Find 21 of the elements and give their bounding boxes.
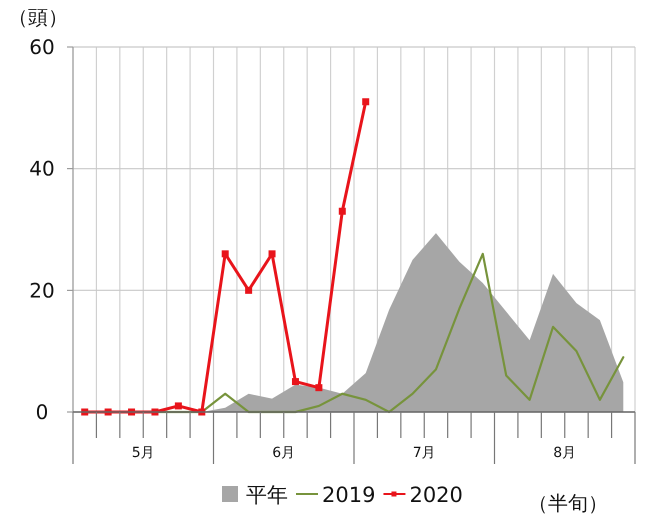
point <box>362 98 370 106</box>
x-axis-title: （半旬） <box>528 491 608 515</box>
y-axis-title: （頭） <box>8 5 68 29</box>
legend-label: 2020 <box>409 483 463 507</box>
point <box>338 208 346 215</box>
point <box>268 250 276 258</box>
text: 7月 <box>412 445 436 461</box>
y-tick-label: 60 <box>29 35 55 59</box>
point <box>174 402 182 410</box>
point <box>315 384 322 392</box>
y-tick-label: 40 <box>29 156 55 181</box>
y-tick-label: 20 <box>29 278 55 302</box>
legend-label: 平年 <box>246 483 288 507</box>
y-tick-label: 0 <box>36 400 48 424</box>
point <box>222 250 229 258</box>
point <box>292 378 299 386</box>
text: 8月 <box>553 445 576 461</box>
text: 5月 <box>132 445 155 461</box>
legend-label: 2019 <box>322 483 376 507</box>
text: 6月 <box>272 445 296 461</box>
point <box>245 286 252 294</box>
